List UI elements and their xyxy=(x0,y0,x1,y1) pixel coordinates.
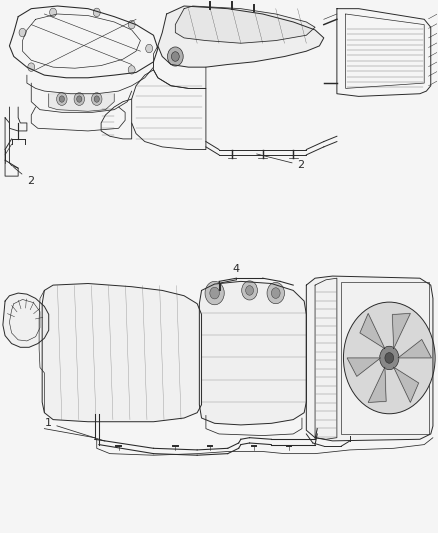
Text: 1: 1 xyxy=(44,418,105,441)
Polygon shape xyxy=(368,367,386,402)
Polygon shape xyxy=(158,6,324,67)
Circle shape xyxy=(385,353,394,364)
Polygon shape xyxy=(392,313,410,349)
Circle shape xyxy=(74,93,85,106)
Polygon shape xyxy=(306,276,433,441)
Circle shape xyxy=(77,96,82,102)
Text: 2: 2 xyxy=(257,154,305,170)
Circle shape xyxy=(272,288,280,298)
Polygon shape xyxy=(49,94,114,111)
Polygon shape xyxy=(42,284,201,422)
Circle shape xyxy=(205,281,224,305)
Circle shape xyxy=(267,282,285,304)
Polygon shape xyxy=(3,293,49,348)
Polygon shape xyxy=(360,313,385,349)
Text: 2: 2 xyxy=(14,167,34,186)
Circle shape xyxy=(19,28,26,37)
Polygon shape xyxy=(398,340,431,358)
Circle shape xyxy=(59,96,64,102)
Circle shape xyxy=(93,8,100,17)
Circle shape xyxy=(128,20,135,29)
Text: 4: 4 xyxy=(232,264,239,280)
Bar xyxy=(341,282,428,434)
Circle shape xyxy=(380,346,399,369)
Circle shape xyxy=(246,286,254,295)
Circle shape xyxy=(171,52,179,61)
Circle shape xyxy=(92,93,102,106)
Circle shape xyxy=(57,93,67,106)
Polygon shape xyxy=(347,358,381,376)
Circle shape xyxy=(146,44,152,53)
Circle shape xyxy=(167,47,183,66)
Circle shape xyxy=(28,63,35,71)
Circle shape xyxy=(128,66,135,74)
Polygon shape xyxy=(175,6,315,43)
Circle shape xyxy=(343,302,435,414)
Polygon shape xyxy=(394,367,419,402)
Polygon shape xyxy=(199,281,306,425)
Circle shape xyxy=(94,96,99,102)
Circle shape xyxy=(210,287,219,299)
Circle shape xyxy=(49,8,57,17)
Circle shape xyxy=(242,281,258,300)
